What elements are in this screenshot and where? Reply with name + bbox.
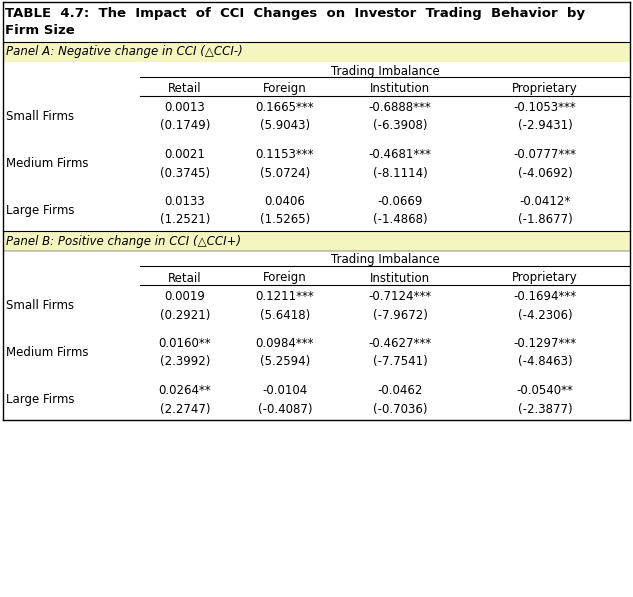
- Text: (-1.8677): (-1.8677): [518, 214, 572, 226]
- Text: -0.0104: -0.0104: [262, 384, 308, 397]
- Text: (5.0724): (5.0724): [260, 167, 310, 180]
- Bar: [3, 251, 630, 269]
- Text: Small Firms: Small Firms: [6, 110, 74, 123]
- Text: (1.2521): (1.2521): [160, 214, 210, 226]
- Text: Small Firms: Small Firms: [6, 299, 74, 312]
- Text: 0.0406: 0.0406: [265, 195, 306, 208]
- Text: Trading Imbalance: Trading Imbalance: [330, 254, 439, 266]
- Text: -0.7124***: -0.7124***: [368, 290, 432, 303]
- Bar: [3, 192, 630, 211]
- Bar: [3, 211, 630, 229]
- Text: (-4.2306): (-4.2306): [518, 309, 572, 322]
- Bar: [3, 306, 630, 324]
- Text: (5.2594): (5.2594): [260, 355, 310, 368]
- Bar: [3, 353, 630, 371]
- Text: (-0.7036): (-0.7036): [373, 402, 427, 416]
- Text: (2.2747): (2.2747): [160, 402, 210, 416]
- Text: 0.0019: 0.0019: [165, 290, 206, 303]
- Bar: [3, 80, 630, 98]
- Text: Proprietary: Proprietary: [512, 272, 578, 285]
- Text: -0.6888***: -0.6888***: [368, 101, 431, 114]
- Bar: [3, 269, 630, 287]
- Text: -0.1694***: -0.1694***: [513, 290, 577, 303]
- Text: 0.0133: 0.0133: [165, 195, 205, 208]
- Text: -0.0462: -0.0462: [377, 384, 423, 397]
- Bar: [3, 287, 630, 306]
- Text: Panel A: Negative change in CCI (△CCI-): Panel A: Negative change in CCI (△CCI-): [6, 45, 242, 59]
- Text: Retail: Retail: [168, 82, 202, 96]
- Text: 0.0984***: 0.0984***: [256, 337, 314, 350]
- Bar: [3, 231, 630, 251]
- Text: Panel B: Positive change in CCI (△CCI+): Panel B: Positive change in CCI (△CCI+): [6, 235, 241, 248]
- Text: 0.0021: 0.0021: [165, 148, 206, 161]
- Text: -0.4627***: -0.4627***: [368, 337, 432, 350]
- Text: (-1.4868): (-1.4868): [373, 214, 427, 226]
- Text: 0.1665***: 0.1665***: [256, 101, 315, 114]
- Bar: [3, 62, 630, 80]
- Bar: [3, 145, 630, 164]
- Text: Large Firms: Large Firms: [6, 393, 75, 406]
- Text: -0.0540**: -0.0540**: [517, 384, 573, 397]
- Text: 0.0264**: 0.0264**: [159, 384, 211, 397]
- Text: (2.3992): (2.3992): [160, 355, 210, 368]
- Text: Foreign: Foreign: [263, 272, 307, 285]
- Text: Proprietary: Proprietary: [512, 82, 578, 96]
- Text: Institution: Institution: [370, 272, 430, 285]
- Text: (-2.3877): (-2.3877): [518, 402, 572, 416]
- Text: -0.0669: -0.0669: [377, 195, 423, 208]
- Text: Foreign: Foreign: [263, 82, 307, 96]
- Bar: [3, 381, 630, 400]
- Text: Retail: Retail: [168, 272, 202, 285]
- Text: 0.0160**: 0.0160**: [159, 337, 211, 350]
- Text: -0.1297***: -0.1297***: [513, 337, 577, 350]
- Text: (0.1749): (0.1749): [160, 119, 210, 133]
- Text: -0.1053***: -0.1053***: [513, 101, 577, 114]
- Text: TABLE  4.7:  The  Impact  of  CCI  Changes  on  Investor  Trading  Behavior  by: TABLE 4.7: The Impact of CCI Changes on …: [5, 8, 585, 20]
- Text: (0.2921): (0.2921): [160, 309, 210, 322]
- Bar: [3, 2, 630, 42]
- Text: 0.1153***: 0.1153***: [256, 148, 314, 161]
- Bar: [3, 42, 630, 62]
- Text: Firm Size: Firm Size: [5, 23, 75, 36]
- Bar: [3, 334, 630, 353]
- Text: (-7.9672): (-7.9672): [373, 309, 427, 322]
- Text: Medium Firms: Medium Firms: [6, 346, 89, 359]
- Text: -0.0777***: -0.0777***: [513, 148, 577, 161]
- Text: (-7.7541): (-7.7541): [373, 355, 427, 368]
- Text: (0.3745): (0.3745): [160, 167, 210, 180]
- Text: (5.9043): (5.9043): [260, 119, 310, 133]
- Text: Medium Firms: Medium Firms: [6, 157, 89, 170]
- Text: -0.4681***: -0.4681***: [368, 148, 432, 161]
- Text: (-0.4087): (-0.4087): [258, 402, 312, 416]
- Bar: [3, 98, 630, 117]
- Text: (1.5265): (1.5265): [260, 214, 310, 226]
- Text: (5.6418): (5.6418): [260, 309, 310, 322]
- Text: (-2.9431): (-2.9431): [518, 119, 572, 133]
- Text: (-6.3908): (-6.3908): [373, 119, 427, 133]
- Text: Institution: Institution: [370, 82, 430, 96]
- Bar: [3, 117, 630, 135]
- Text: 0.1211***: 0.1211***: [256, 290, 315, 303]
- Text: Large Firms: Large Firms: [6, 204, 75, 217]
- Bar: [3, 164, 630, 182]
- Text: -0.0412*: -0.0412*: [519, 195, 570, 208]
- Text: (-8.1114): (-8.1114): [373, 167, 427, 180]
- Text: (-4.0692): (-4.0692): [518, 167, 572, 180]
- Bar: [3, 400, 630, 418]
- Text: (-4.8463): (-4.8463): [518, 355, 572, 368]
- Text: 0.0013: 0.0013: [165, 101, 205, 114]
- Text: Trading Imbalance: Trading Imbalance: [330, 64, 439, 78]
